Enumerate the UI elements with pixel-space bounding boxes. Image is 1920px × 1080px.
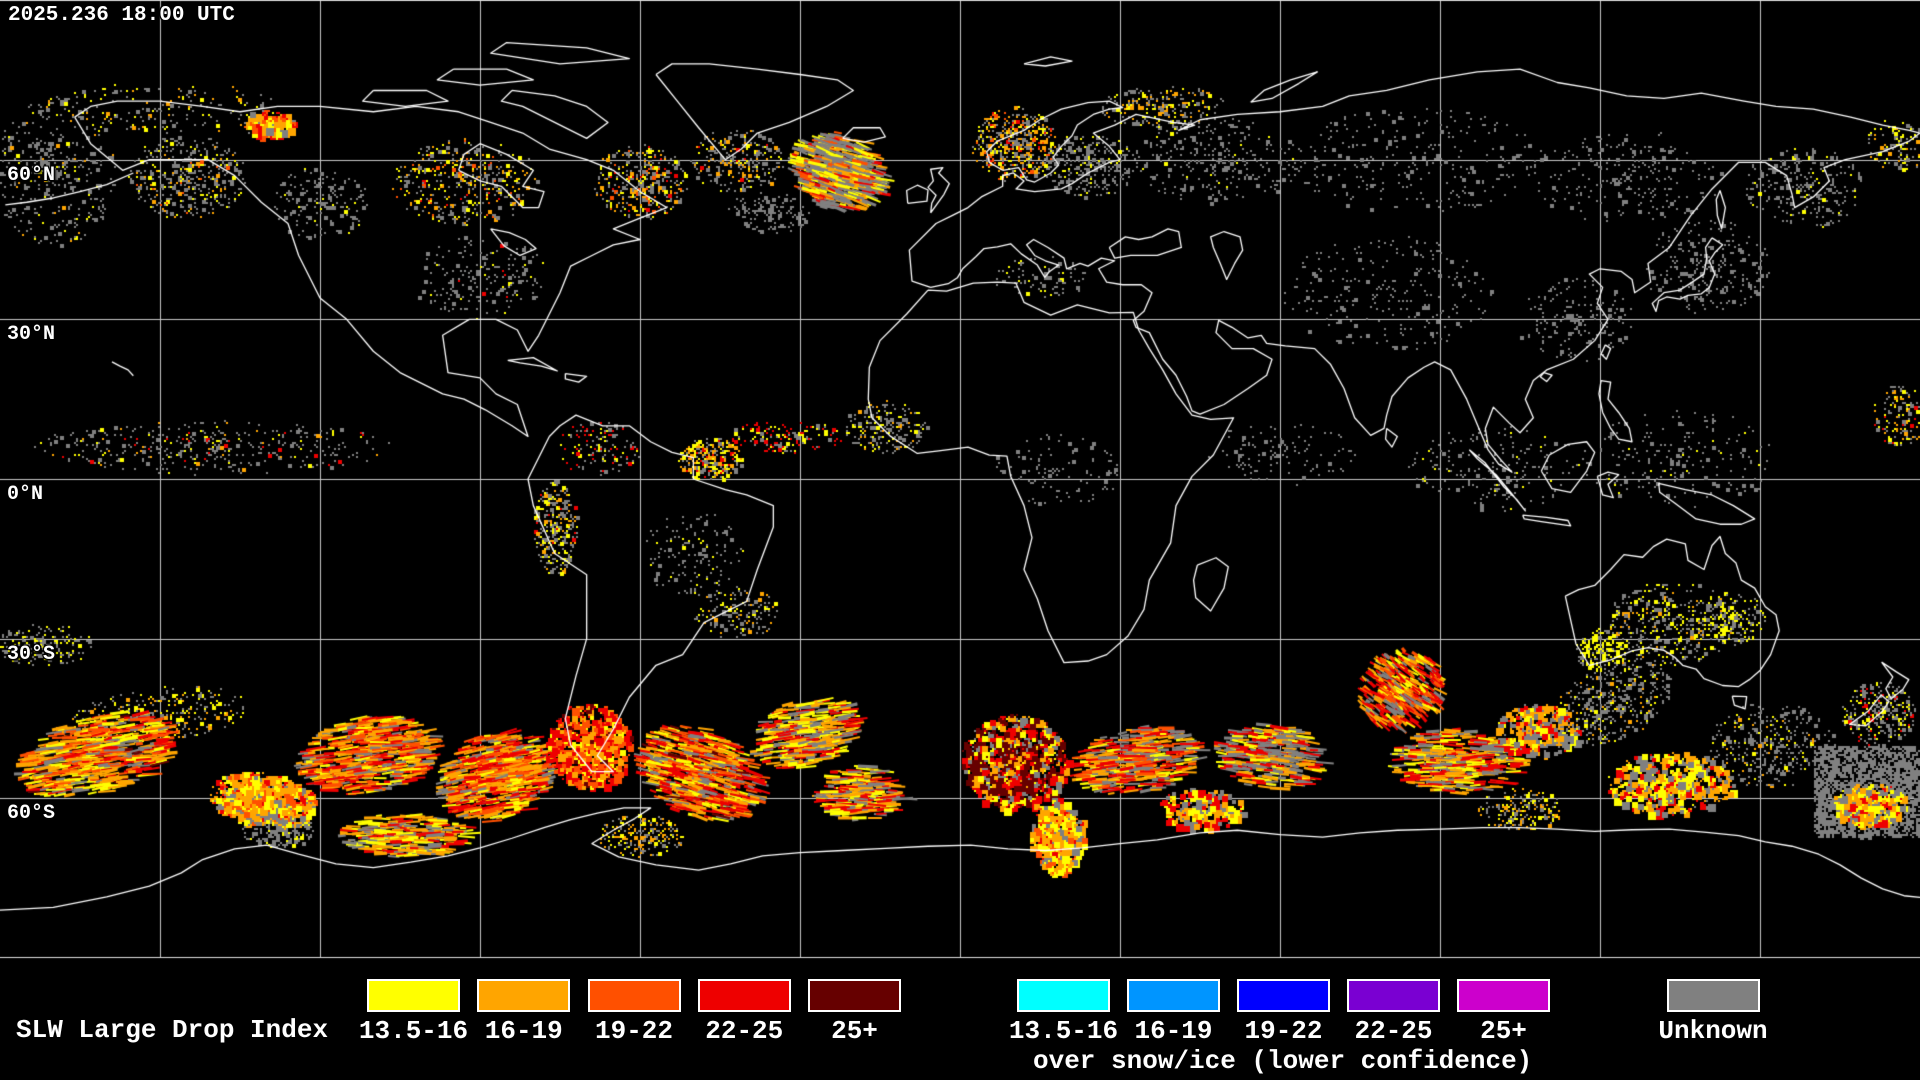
snow-bin-range-label: 25+ xyxy=(1480,1016,1527,1046)
snow-bin-range-label: 16-19 xyxy=(1134,1016,1213,1046)
snow-bin-swatch xyxy=(1127,979,1220,1012)
unknown-swatch xyxy=(1666,979,1760,1012)
slw-bin-swatch xyxy=(587,979,681,1012)
legend-bar: SLW Large Drop Index 13.5-16 16-19 19-22 22… xyxy=(0,959,1920,1080)
lat-label: 60°N xyxy=(7,164,56,187)
slw-bin-swatch xyxy=(808,979,901,1012)
snow-bin-swatch xyxy=(1017,979,1110,1012)
snow-bin-range-label: 13.5-16 xyxy=(1008,1016,1119,1046)
slw-bin-range-label: 13.5-16 xyxy=(358,1016,469,1046)
slw-bin-swatch xyxy=(367,979,460,1012)
slw-bin-swatch xyxy=(697,979,791,1012)
lat-label: 60°S xyxy=(7,802,56,825)
slw-bin-range-label: 16-19 xyxy=(484,1016,563,1046)
timestamp-label: 2025.236 18:00 UTC xyxy=(8,4,235,27)
snow-bin-swatch xyxy=(1457,979,1550,1012)
slw-bin-range-label: 25+ xyxy=(831,1016,878,1046)
snow-bin-range-label: 19-22 xyxy=(1244,1016,1323,1046)
lat-label: 30°N xyxy=(7,323,56,346)
world-map-canvas xyxy=(0,0,1920,959)
snow-ice-note: over snow/ice (lower confidence) xyxy=(1033,1046,1533,1076)
slw-bin-range-label: 22-25 xyxy=(705,1016,784,1046)
slw-bin-swatch xyxy=(477,979,571,1012)
snow-bin-swatch xyxy=(1237,979,1330,1012)
unknown-label: Unknown xyxy=(1658,1016,1768,1046)
snow-bin-range-label: 22-25 xyxy=(1354,1016,1433,1046)
lat-label: 30°S xyxy=(7,643,56,666)
snow-bin-swatch xyxy=(1347,979,1440,1012)
lat-label: 0°N xyxy=(7,483,44,506)
slw-bin-range-label: 19-22 xyxy=(594,1016,673,1046)
legend-title: SLW Large Drop Index xyxy=(16,1015,329,1045)
